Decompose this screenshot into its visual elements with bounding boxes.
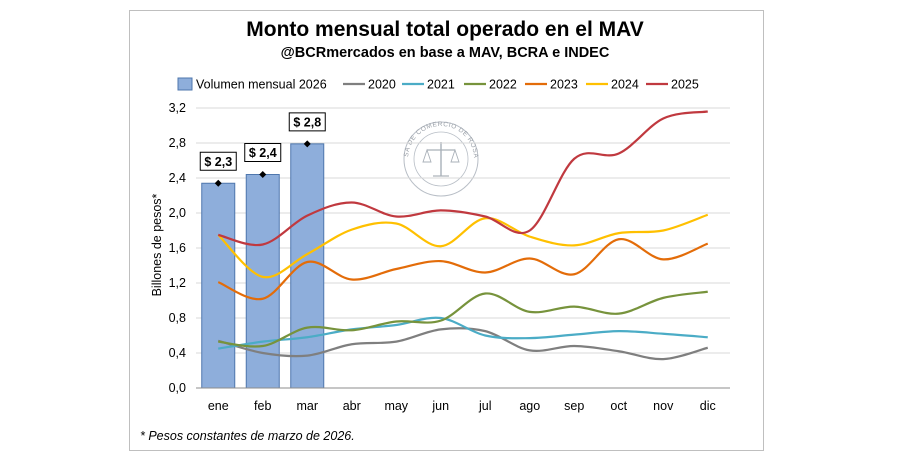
- x-tick-label: ago: [519, 399, 540, 413]
- data-labels: $ 2,3 $ 2,4 $ 2,8: [199, 112, 326, 171]
- chart-title: Monto mensual total operado en el MAV: [246, 18, 643, 41]
- line-series: [217, 110, 709, 361]
- legend-label: 2024: [611, 78, 639, 92]
- y-tick-label: 0,4: [169, 346, 186, 360]
- x-tick-label: oct: [610, 399, 627, 413]
- y-tick-label: 2,8: [169, 136, 186, 150]
- y-tick-label: 3,2: [169, 101, 186, 115]
- x-tick-label: feb: [254, 399, 271, 413]
- x-tick-label: dic: [700, 399, 716, 413]
- bar-markers: [214, 140, 311, 187]
- bar: [290, 143, 325, 389]
- series-line-2023: [217, 238, 709, 301]
- x-axis-ticks: ene feb mar abr may jun jul ago sep oct nov dic: [208, 399, 716, 413]
- series-line-2025: [217, 110, 708, 247]
- y-axis-label: Billones de pesos*: [150, 193, 164, 296]
- data-label-box: [288, 112, 326, 132]
- y-tick-label: 1,2: [169, 276, 186, 290]
- legend-label: 2020: [368, 78, 396, 92]
- data-label: $ 2,4: [249, 146, 277, 160]
- series-line-2020: [217, 327, 709, 361]
- grid-lines: [196, 107, 730, 354]
- legend-label: 2021: [427, 78, 455, 92]
- data-label-box: [199, 151, 237, 171]
- bar: [201, 182, 236, 389]
- y-axis-ticks: 0,0 0,4 0,8 1,2 1,6 2,0 2,4 2,8 3,2: [169, 101, 186, 395]
- legend: Volumen mensual 2026 2020 2021 2022 2023 2024…: [177, 77, 699, 92]
- x-tick-label: jul: [478, 399, 492, 413]
- x-tick-label: abr: [343, 399, 361, 413]
- x-tick-label: sep: [564, 399, 584, 413]
- y-tick-label: 0,8: [169, 311, 186, 325]
- series-line-2024: [217, 213, 709, 279]
- series-line-2022: [218, 290, 708, 348]
- chart-subtitle: @BCRmercados en base a MAV, BCRA e INDEC: [281, 45, 610, 61]
- x-tick-label: jun: [431, 399, 449, 413]
- legend-swatch-bar: [177, 77, 193, 91]
- x-tick-label: ene: [208, 399, 229, 413]
- data-label: $ 2,3: [204, 155, 232, 169]
- data-label-box: [244, 143, 282, 162]
- legend-label: Volumen mensual 2026: [196, 78, 327, 92]
- data-label: $ 2,8: [293, 115, 321, 129]
- bar-marker: [303, 140, 311, 148]
- bar-marker: [214, 179, 222, 187]
- bar-series: [201, 143, 325, 389]
- x-tick-label: may: [384, 399, 408, 413]
- legend-label: 2022: [489, 78, 517, 92]
- series-line-2021: [218, 316, 708, 350]
- legend-label: 2023: [550, 78, 578, 92]
- footnote: * Pesos constantes de marzo de 2026.: [140, 429, 355, 443]
- y-tick-label: 2,4: [169, 171, 186, 185]
- bar-marker: [259, 171, 267, 178]
- y-tick-label: 0,0: [169, 381, 186, 395]
- y-tick-label: 1,6: [169, 241, 186, 255]
- bar: [245, 174, 280, 389]
- legend-label: 2025: [671, 78, 699, 92]
- x-tick-label: mar: [296, 399, 318, 413]
- x-tick-label: nov: [653, 399, 674, 413]
- y-tick-label: 2,0: [169, 206, 186, 220]
